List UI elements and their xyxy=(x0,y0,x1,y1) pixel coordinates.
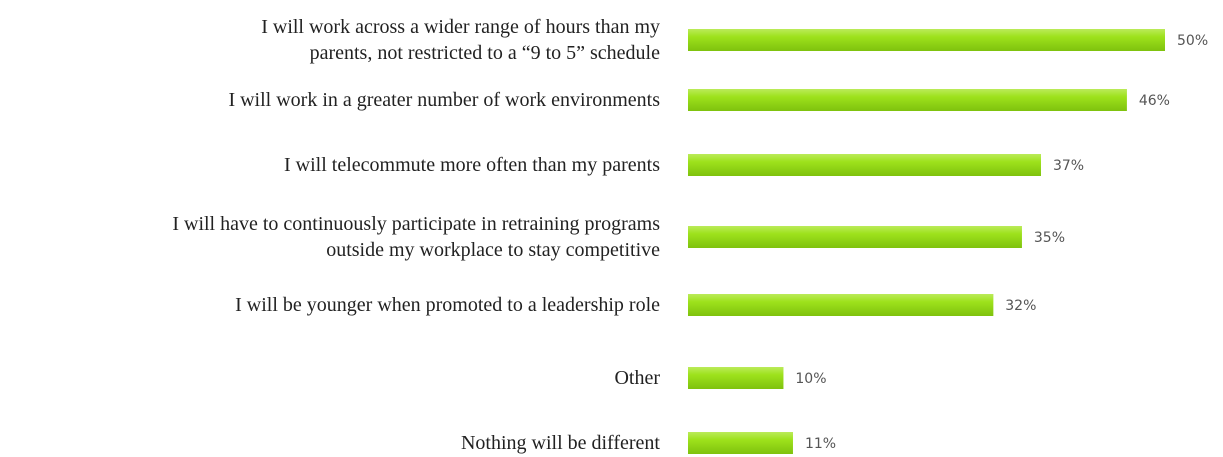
bar-shade xyxy=(688,367,784,389)
category-label: I will work in a greater number of work … xyxy=(228,89,660,111)
bar-shade xyxy=(688,154,1041,176)
bar-shade xyxy=(688,294,994,316)
bar-shade xyxy=(688,226,1022,248)
category-label: I will be younger when promoted to a lea… xyxy=(235,294,660,316)
category-label: I will work across a wider range of hour… xyxy=(261,16,660,64)
value-label: 46% xyxy=(1139,93,1170,109)
bar-shade xyxy=(688,29,1165,51)
value-label: 35% xyxy=(1034,230,1065,246)
category-label: I will have to continuously participate … xyxy=(172,213,660,261)
value-label: 50% xyxy=(1177,33,1208,49)
value-label: 37% xyxy=(1053,158,1084,174)
bar-shade xyxy=(688,432,793,454)
category-label: I will telecommute more often than my pa… xyxy=(284,154,660,176)
value-label: 32% xyxy=(1005,298,1036,314)
value-label: 11% xyxy=(805,436,836,452)
bar-shade xyxy=(688,89,1127,111)
category-label: Other xyxy=(614,367,660,389)
category-label: Nothing will be different xyxy=(460,432,660,454)
value-label: 10% xyxy=(795,371,826,387)
